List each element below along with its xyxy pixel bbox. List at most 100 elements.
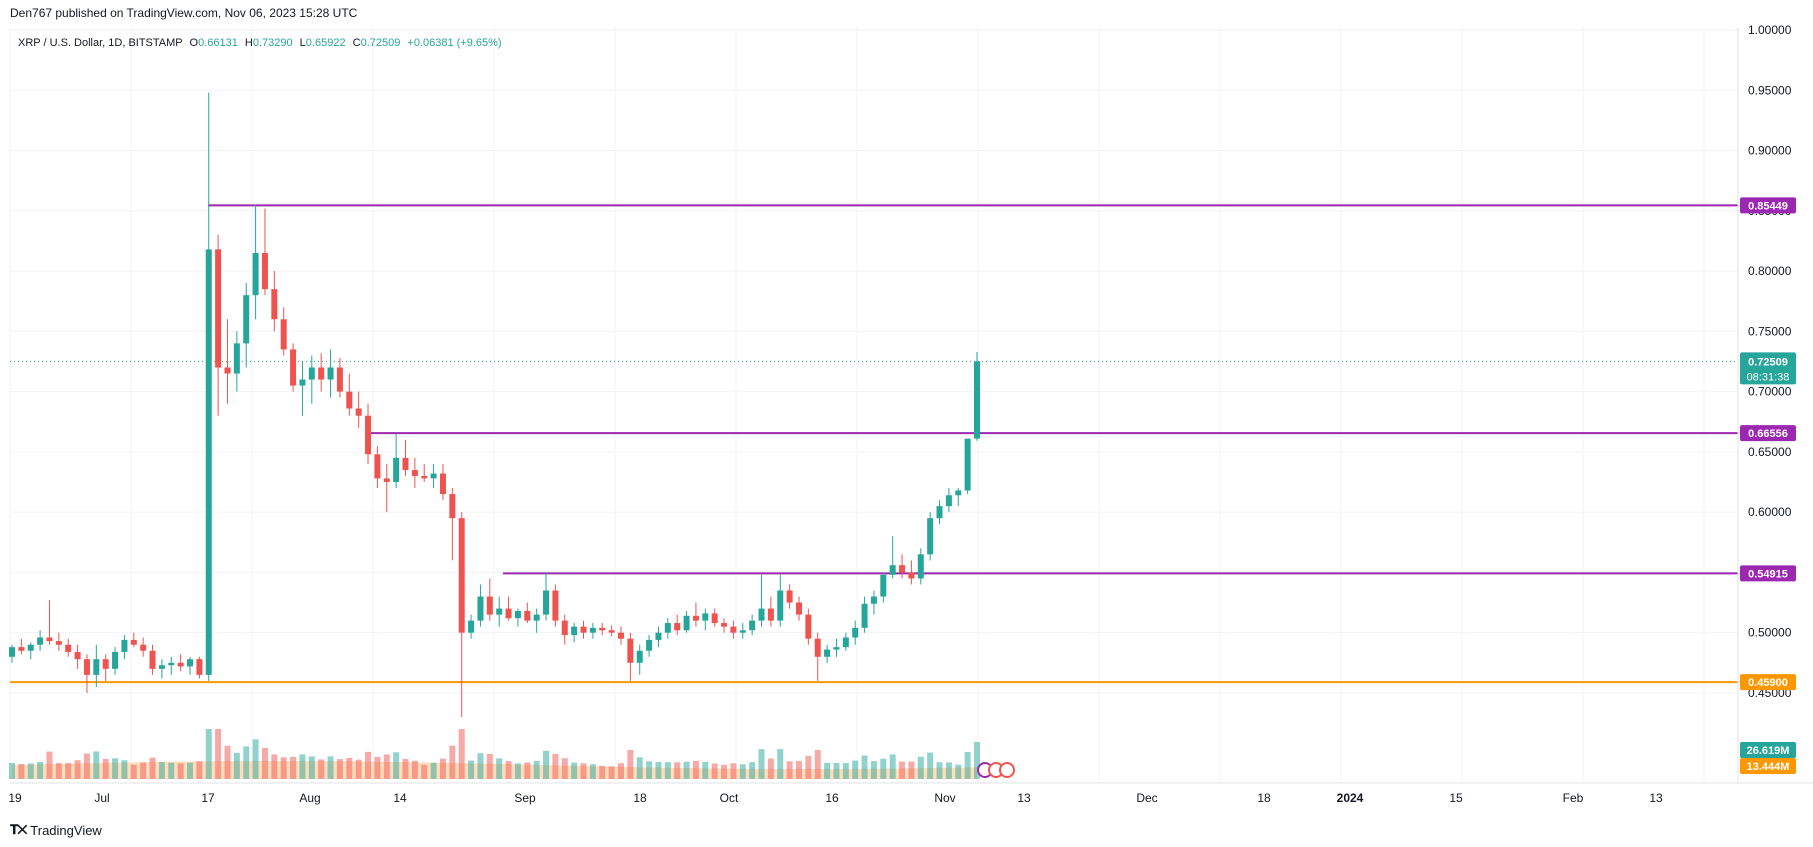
volume-bar: [55, 763, 62, 779]
volume-bar: [533, 760, 540, 779]
volume-bar: [261, 748, 268, 779]
volume-label-box: [1740, 758, 1796, 774]
price-axis: 1.000000.950000.900000.850000.800000.750…: [10, 23, 1813, 784]
legend-h-label: H: [245, 37, 253, 49]
price-tick-label: 0.65000: [1748, 445, 1792, 459]
candle-body: [964, 438, 971, 491]
volume-bar: [758, 749, 765, 779]
candle-body: [721, 623, 728, 627]
time-tick-label: Dec: [1136, 791, 1157, 805]
legend-o-value: 0.66131: [198, 37, 238, 49]
volume-bar: [702, 761, 709, 779]
volume-bar: [664, 762, 671, 779]
volume-bar: [252, 739, 259, 779]
time-tick-label: 19: [8, 791, 22, 805]
time-tick-label: 2024: [1337, 791, 1364, 805]
volume-bar: [917, 756, 924, 779]
volume-bar: [805, 755, 812, 779]
candle-body: [889, 565, 896, 575]
candle-body: [880, 574, 887, 597]
volume-bar: [608, 766, 615, 779]
time-tick-label: 18: [1257, 791, 1271, 805]
volume-bar: [964, 752, 971, 779]
volume-bar: [449, 745, 456, 779]
volume-bar: [477, 753, 484, 779]
time-tick-label: Sep: [514, 791, 536, 805]
candle-body: [589, 627, 596, 633]
volume-bar: [721, 764, 728, 779]
candle-body: [224, 367, 231, 374]
candle-body: [646, 639, 653, 651]
chart-grid: [9, 27, 1738, 783]
volume-bar: [646, 761, 653, 779]
volume-bar: [739, 764, 746, 779]
volume-bar: [196, 761, 203, 779]
volume-bar: [168, 762, 175, 779]
candle-body: [524, 610, 531, 621]
legend-c-value: 0.72509: [361, 37, 401, 49]
volume-bar: [777, 749, 784, 779]
price-label-text: 0.45900: [1748, 677, 1788, 689]
volume-bar: [158, 762, 165, 779]
event-flag-icon: [999, 762, 1015, 778]
candle-body: [74, 651, 81, 660]
candle-body: [393, 457, 400, 483]
volume-bar: [102, 759, 109, 779]
volume-bar: [683, 761, 690, 779]
volume-bar: [93, 751, 100, 779]
candle-body: [411, 469, 418, 476]
price-label-box: [1740, 674, 1796, 691]
candle-body: [842, 637, 849, 648]
volume-bar: [393, 752, 400, 779]
volume-bar: [908, 761, 915, 779]
footer-logo-text: TradingView: [30, 822, 102, 838]
volume-bar: [215, 729, 222, 779]
price-label-box: [1740, 565, 1796, 582]
legend-symbol: XRP / U.S. Dollar, 1D, BITSTAMP: [18, 37, 182, 49]
candle-body: [421, 475, 428, 479]
volume-bar: [795, 761, 802, 779]
candle-body: [917, 554, 924, 579]
price-tick-label: 0.80000: [1748, 264, 1792, 278]
candle-body: [46, 637, 53, 642]
volume-bar: [65, 763, 72, 779]
candle-body: [739, 630, 746, 633]
candle-body: [936, 506, 943, 519]
candle-body: [655, 632, 662, 640]
price-label-text: 0.85449: [1748, 200, 1788, 212]
volume-bar: [852, 760, 859, 779]
candle-body: [711, 613, 718, 624]
tradingview-logo-icon: 𝐓✕: [10, 822, 27, 837]
volume-label-text: 26.619M: [1747, 745, 1790, 757]
candle-body: [215, 249, 222, 368]
price-tick-label: 0.50000: [1748, 626, 1792, 640]
current-price-box: [1740, 352, 1796, 385]
candle-body: [280, 319, 287, 350]
candle-body: [196, 659, 203, 675]
candles: [9, 92, 980, 718]
price-tick-label: 0.60000: [1748, 505, 1792, 519]
time-tick-label: Aug: [299, 791, 320, 805]
candle-body: [102, 659, 109, 669]
volume-bar: [486, 753, 493, 779]
candle-body: [243, 295, 250, 344]
volume-bar: [402, 758, 409, 779]
time-tick-label: 13: [1649, 791, 1663, 805]
volume-bar: [365, 751, 372, 779]
volume-bar: [224, 745, 231, 779]
volume-bar: [233, 752, 240, 779]
volume-bar: [27, 763, 34, 779]
volume-bar: [899, 761, 906, 779]
volume-bar: [936, 762, 943, 779]
candle-body: [627, 638, 634, 663]
price-label-box: [1740, 197, 1796, 214]
volume-bar: [112, 758, 119, 779]
symbol-legend: XRP / U.S. Dollar, 1D, BITSTAMP O0.66131…: [18, 37, 502, 49]
volume-bar: [336, 759, 343, 779]
volume-bar: [692, 760, 699, 779]
volume-bar: [374, 756, 381, 779]
time-tick-label: Nov: [934, 791, 955, 805]
volume-bar: [177, 763, 184, 779]
volume-label-text: 13.444M: [1747, 761, 1790, 773]
